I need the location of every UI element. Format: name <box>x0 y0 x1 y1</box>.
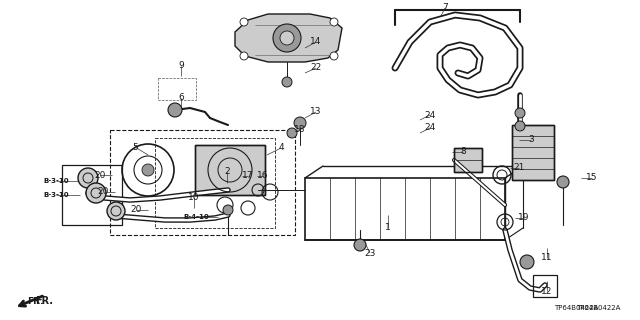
Text: 23: 23 <box>364 249 376 258</box>
Bar <box>512 125 554 180</box>
Circle shape <box>330 18 338 26</box>
Text: 3: 3 <box>528 135 534 145</box>
Text: 18: 18 <box>294 125 306 134</box>
Text: 13: 13 <box>310 108 322 116</box>
Circle shape <box>282 77 292 87</box>
Text: 2: 2 <box>224 167 230 177</box>
Text: 22: 22 <box>310 63 322 73</box>
Bar <box>454 148 482 172</box>
Circle shape <box>520 255 534 269</box>
Circle shape <box>240 52 248 60</box>
Bar <box>158 78 196 100</box>
Text: 20: 20 <box>97 188 109 196</box>
Text: 9: 9 <box>178 61 184 70</box>
Text: B-3-10: B-3-10 <box>43 192 69 198</box>
Text: 15: 15 <box>586 173 598 182</box>
Text: 19: 19 <box>518 213 530 222</box>
Text: 7: 7 <box>442 4 448 12</box>
Text: 4: 4 <box>278 143 284 153</box>
Circle shape <box>557 176 569 188</box>
Text: 14: 14 <box>310 37 322 46</box>
Text: 24: 24 <box>424 124 436 132</box>
Text: 20: 20 <box>94 171 106 180</box>
Bar <box>512 125 554 180</box>
Text: B-4-10: B-4-10 <box>183 214 209 220</box>
Circle shape <box>78 168 98 188</box>
Text: 11: 11 <box>541 253 553 262</box>
Bar <box>110 130 295 235</box>
Bar <box>155 138 275 228</box>
Circle shape <box>515 121 525 131</box>
Circle shape <box>273 24 301 52</box>
Bar <box>62 165 122 225</box>
Circle shape <box>223 205 233 215</box>
Circle shape <box>294 117 306 129</box>
Text: 24: 24 <box>424 110 436 119</box>
Circle shape <box>86 183 106 203</box>
Circle shape <box>330 52 338 60</box>
Circle shape <box>168 103 182 117</box>
Bar <box>305 178 505 240</box>
Circle shape <box>354 239 366 251</box>
Bar <box>454 148 482 172</box>
Circle shape <box>240 18 248 26</box>
Bar <box>195 145 265 195</box>
Text: 8: 8 <box>460 148 466 156</box>
Text: FR.: FR. <box>27 297 44 306</box>
Circle shape <box>287 128 297 138</box>
Circle shape <box>142 164 154 176</box>
Text: B-3-10: B-3-10 <box>43 178 69 184</box>
Circle shape <box>107 202 125 220</box>
Text: 17: 17 <box>243 172 253 180</box>
Circle shape <box>515 108 525 118</box>
Text: 10: 10 <box>188 193 200 202</box>
Text: 16: 16 <box>257 172 269 180</box>
Circle shape <box>280 31 294 45</box>
Text: 1: 1 <box>385 223 391 233</box>
Text: 6: 6 <box>178 93 184 102</box>
Text: 21: 21 <box>513 164 525 172</box>
Bar <box>533 275 557 297</box>
Polygon shape <box>235 14 342 62</box>
Text: FR.: FR. <box>35 296 53 306</box>
Bar <box>195 145 265 195</box>
Text: 5: 5 <box>132 142 138 151</box>
Text: TP64B0422A: TP64B0422A <box>554 305 598 311</box>
Text: 12: 12 <box>541 286 553 295</box>
Text: 20: 20 <box>131 205 141 214</box>
Text: TP64B0422A: TP64B0422A <box>576 305 620 311</box>
